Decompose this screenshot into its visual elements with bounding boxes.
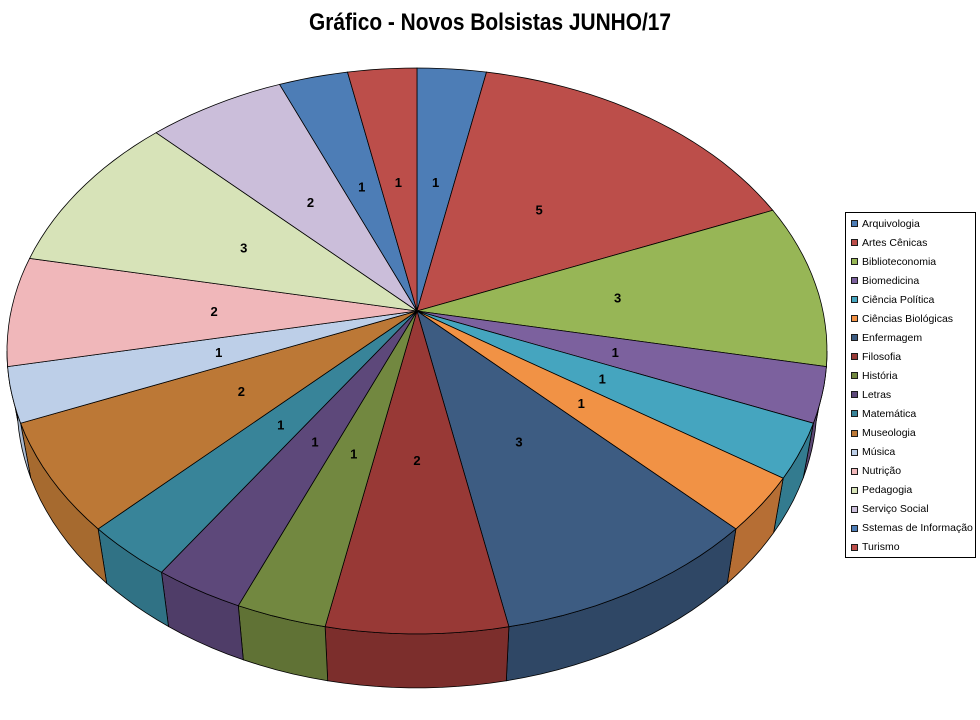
svg-text:1: 1	[432, 175, 439, 190]
svg-text:1: 1	[578, 396, 585, 411]
svg-text:3: 3	[515, 434, 522, 449]
svg-text:1: 1	[215, 345, 222, 360]
svg-text:1: 1	[311, 434, 318, 449]
svg-text:1: 1	[358, 180, 365, 195]
svg-text:5: 5	[535, 202, 542, 217]
svg-text:3: 3	[240, 241, 247, 256]
svg-text:1: 1	[350, 446, 357, 461]
svg-text:3: 3	[614, 291, 621, 306]
svg-text:2: 2	[238, 384, 245, 399]
svg-text:2: 2	[210, 304, 217, 319]
svg-text:2: 2	[307, 195, 314, 210]
svg-text:1: 1	[612, 345, 619, 360]
svg-text:1: 1	[395, 175, 402, 190]
svg-text:1: 1	[277, 417, 284, 432]
svg-text:2: 2	[413, 453, 420, 468]
svg-text:1: 1	[599, 372, 606, 387]
